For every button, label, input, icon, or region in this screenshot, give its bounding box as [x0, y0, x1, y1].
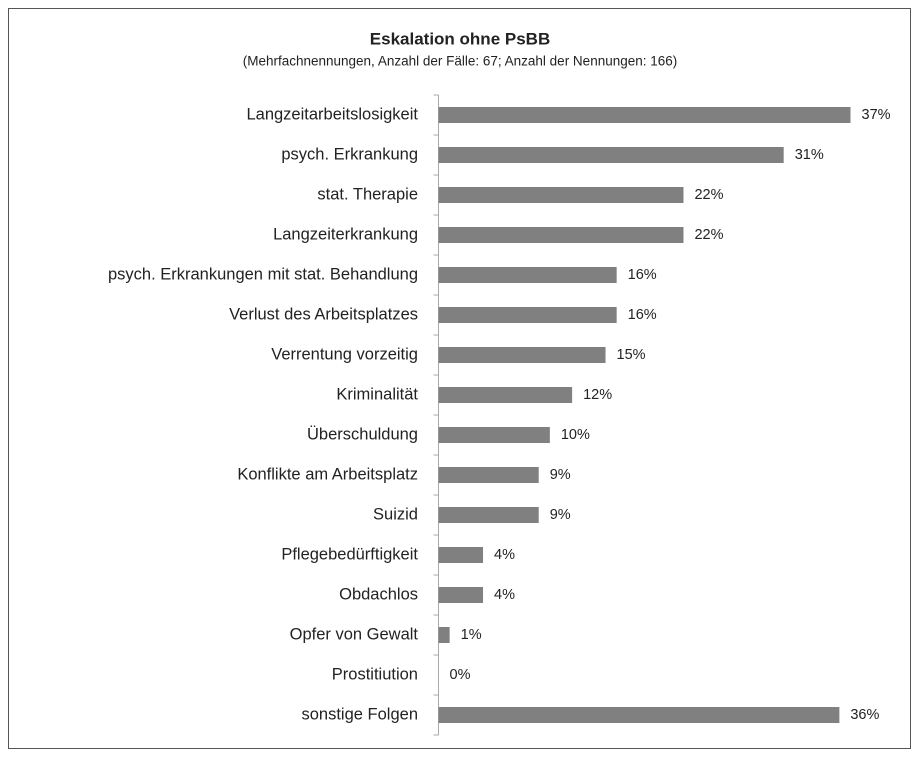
category-label: Prostitiution [332, 665, 418, 683]
bar [438, 347, 606, 363]
value-label: 22% [694, 187, 723, 203]
bar [438, 627, 450, 643]
bar [438, 147, 784, 163]
value-label: 37% [862, 107, 891, 123]
bar [438, 707, 840, 723]
category-label: sonstige Folgen [302, 705, 419, 723]
value-label: 16% [628, 267, 657, 283]
bar [438, 107, 851, 123]
category-label: Kriminalität [336, 385, 418, 403]
value-label: 0% [450, 667, 471, 683]
value-label: 22% [694, 227, 723, 243]
value-label: 10% [561, 427, 590, 443]
value-label: 16% [628, 307, 657, 323]
value-label: 31% [795, 147, 824, 163]
category-label: Pflegebedürftigkeit [281, 545, 418, 563]
category-label: Konflikte am Arbeitsplatz [237, 465, 418, 483]
category-label: psych. Erkrankungen mit stat. Behandlung [108, 265, 418, 283]
category-label: Verlust des Arbeitsplatzes [229, 305, 418, 323]
category-label: stat. Therapie [317, 185, 418, 203]
bar [438, 227, 684, 243]
chart-subtitle: (Mehrfachnennungen, Anzahl der Fälle: 67… [243, 54, 678, 69]
chart-title: Eskalation ohne PsBB [370, 29, 550, 48]
chart-border [8, 8, 911, 749]
category-label: psych. Erkrankung [281, 145, 418, 163]
value-label: 36% [850, 707, 879, 723]
category-label: Suizid [373, 505, 418, 523]
category-label: Obdachlos [339, 585, 418, 603]
category-label: Langzeitarbeitslosigkeit [246, 105, 418, 123]
value-label: 15% [617, 347, 646, 363]
value-label: 4% [494, 547, 515, 563]
bar [438, 427, 550, 443]
bar [438, 267, 617, 283]
value-label: 9% [550, 467, 571, 483]
category-label: Verrentung vorzeitig [271, 345, 418, 363]
value-label: 9% [550, 507, 571, 523]
category-label: Opfer von Gewalt [290, 625, 419, 643]
bar [438, 187, 684, 203]
bar [438, 307, 617, 323]
bar [438, 467, 539, 483]
bar [438, 387, 573, 403]
value-label: 12% [583, 387, 612, 403]
bar [438, 507, 539, 523]
value-label: 1% [461, 627, 482, 643]
bar [438, 587, 484, 603]
category-label: Überschuldung [307, 425, 418, 443]
category-label: Langzeiterkrankung [273, 225, 418, 243]
bar [438, 547, 484, 563]
value-label: 4% [494, 587, 515, 603]
